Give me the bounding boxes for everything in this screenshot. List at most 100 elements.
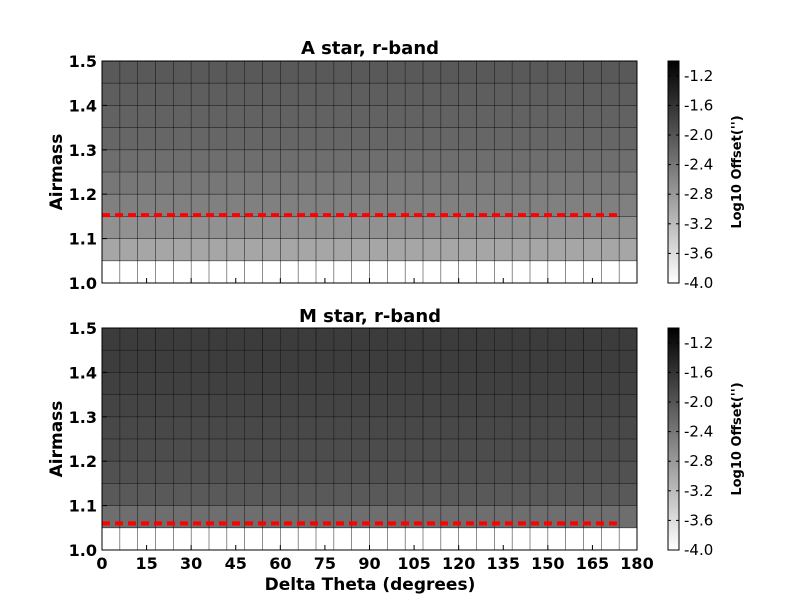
heatmap-cell [583,172,602,195]
heatmap-cell [155,350,174,373]
heatmap-cell [316,149,334,172]
heatmap-cell [423,61,441,84]
heatmap-cell [102,149,120,172]
heatmap-cell [583,527,602,550]
heatmap-cell [423,83,441,106]
heatmap-cell [440,238,459,261]
heatmap-cell [226,461,245,484]
heatmap-cell [119,105,138,128]
heatmap-cell [262,61,281,84]
heatmap-cell [102,416,120,439]
heatmap-cell [280,105,299,128]
heatmap-cell [155,483,174,506]
heatmap-cell [530,216,548,239]
heatmap-cell [333,461,352,484]
heatmap-cell [423,439,441,462]
heatmap-cell [565,350,584,373]
heatmap-cell [155,260,174,283]
heatmap-cell [316,439,334,462]
heatmap-cell [387,350,406,373]
heatmap-cell [298,350,316,373]
heatmap-cell [262,83,281,106]
y-tick-label: 1.0 [69,274,97,293]
heatmap-cell [405,483,423,506]
heatmap-cell [226,483,245,506]
heatmap-cell [226,394,245,417]
heatmap-cell [173,527,192,550]
heatmap-cell [494,527,513,550]
heatmap-cell [191,149,209,172]
heatmap-cell [369,238,388,261]
heatmap-cell [351,328,370,351]
heatmap-cell [530,394,548,417]
x-tick-label: 120 [442,554,475,573]
heatmap-cell [351,416,370,439]
heatmap-cell [423,461,441,484]
colorbar [667,60,680,284]
heatmap-cell [476,527,495,550]
heatmap-cell [137,483,156,506]
heatmap-cell [547,260,566,283]
heatmap-cell [102,527,120,550]
heatmap-cell [440,260,459,283]
heatmap-cell [387,216,406,239]
heatmap-cell [155,105,174,128]
heatmap-cell [351,127,370,150]
y-tick-label: 1.2 [69,185,97,204]
heatmap-cell [316,416,334,439]
heatmap-cell [155,416,174,439]
heatmap-cell [226,416,245,439]
heatmap-cell [333,483,352,506]
heatmap-cell [226,127,245,150]
heatmap-cell [191,238,209,261]
heatmap-cell [173,127,192,150]
heatmap-cell [316,350,334,373]
heatmap-cell [298,416,316,439]
heatmap-cell [102,83,120,106]
x-tick-label: 30 [180,554,202,573]
heatmap-cell [565,216,584,239]
heatmap-cell [405,83,423,106]
heatmap-cell [244,372,263,395]
heatmap-cell [137,172,156,195]
heatmap-cell [209,416,227,439]
heatmap-cell [458,172,477,195]
heatmap-cell [583,61,602,84]
heatmap-cell [440,105,459,128]
heatmap-cell [405,194,423,217]
heatmap-cell [565,194,584,217]
heatmap-cell [333,83,352,106]
heatmap-cell [583,149,602,172]
heatmap-cell [280,439,299,462]
colorbar-tick-label: -3.2 [684,482,713,500]
heatmap-cell [601,194,620,217]
colorbar-tick-label: -2.4 [684,423,713,441]
colorbar-tick-label: -3.6 [684,511,713,529]
y-tick-label: 1.5 [69,319,97,338]
heatmap-cell [333,350,352,373]
heatmap-cell [583,105,602,128]
heatmap-cell [155,439,174,462]
heatmap-cell [244,83,263,106]
heatmap-cell [405,216,423,239]
heatmap-cell [298,527,316,550]
heatmap-cell [601,238,620,261]
heatmap-cell [547,194,566,217]
heatmap-cell [512,328,530,351]
heatmap-cell [619,350,637,373]
heatmap-cell [440,527,459,550]
heatmap-cell [102,194,120,217]
heatmap-cell [494,216,513,239]
heatmap-cell [547,461,566,484]
colorbar-ticks: -1.2 -1.6 -2.0 -2.4 -2.8 -3.2 -3.6 -4.0 [668,67,713,292]
y-tick-label: 1.1 [69,497,97,516]
heatmap-cell [298,461,316,484]
heatmap-cell [316,172,334,195]
heatmap-cell [137,61,156,84]
heatmap-cell [423,194,441,217]
heatmap-cell [494,394,513,417]
heatmap-cell [405,61,423,84]
heatmap-cell [530,149,548,172]
heatmap-cell [280,260,299,283]
heatmap-cell [458,328,477,351]
